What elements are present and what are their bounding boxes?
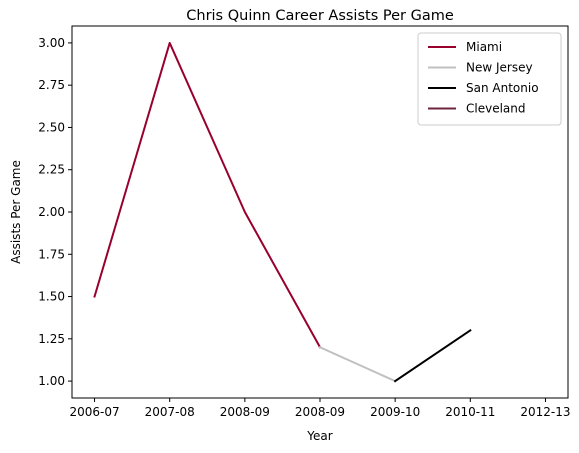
x-axis-label: Year bbox=[306, 429, 332, 443]
x-tick-label: 2007-08 bbox=[145, 405, 195, 419]
series-line-san-antonio bbox=[393, 328, 472, 383]
chart-title: Chris Quinn Career Assists Per Game bbox=[186, 8, 454, 24]
y-tick-label: 2.75 bbox=[38, 78, 65, 92]
x-tick-label: 2008-09 bbox=[220, 405, 270, 419]
y-axis: 1.00 1.25 1.50 1.75 2.00 2.25 2.50 2.75 3.00 bbox=[38, 36, 72, 388]
x-tick-label: 2008-09 bbox=[295, 405, 345, 419]
series-line-new-jersey bbox=[318, 345, 397, 383]
legend-label-san-antonio: San Antonio bbox=[466, 81, 539, 95]
legend-label-cleveland: Cleveland bbox=[466, 102, 526, 116]
x-tick-label: 2010-11 bbox=[445, 405, 495, 419]
legend-label-new-jersey: New Jersey bbox=[466, 61, 533, 75]
x-tick-label: 2012-13 bbox=[520, 405, 570, 419]
x-tick-label: 2006-07 bbox=[69, 405, 119, 419]
y-tick-label: 2.00 bbox=[38, 205, 65, 219]
legend-label-miami: Miami bbox=[466, 40, 502, 54]
y-tick-label: 1.50 bbox=[38, 290, 65, 304]
y-tick-label: 2.25 bbox=[38, 163, 65, 177]
series-line-miami bbox=[93, 41, 322, 349]
y-tick-label: 1.75 bbox=[38, 247, 65, 261]
plot-frame bbox=[71, 25, 569, 399]
y-axis-label: Assists Per Game bbox=[9, 160, 23, 264]
y-tick-label: 3.00 bbox=[38, 36, 65, 50]
x-tick-label: 2009-10 bbox=[370, 405, 420, 419]
y-tick-label: 1.25 bbox=[38, 332, 65, 346]
x-axis: 2006-07 2007-08 2008-09 2008-09 2009-10 2010-… bbox=[69, 398, 571, 419]
legend-box bbox=[417, 32, 562, 126]
y-tick-label: 1.00 bbox=[38, 374, 65, 388]
y-tick-label: 2.50 bbox=[38, 120, 65, 134]
series-lines bbox=[93, 41, 472, 383]
legend: Miami New Jersey San Antonio Cleveland bbox=[417, 32, 562, 126]
